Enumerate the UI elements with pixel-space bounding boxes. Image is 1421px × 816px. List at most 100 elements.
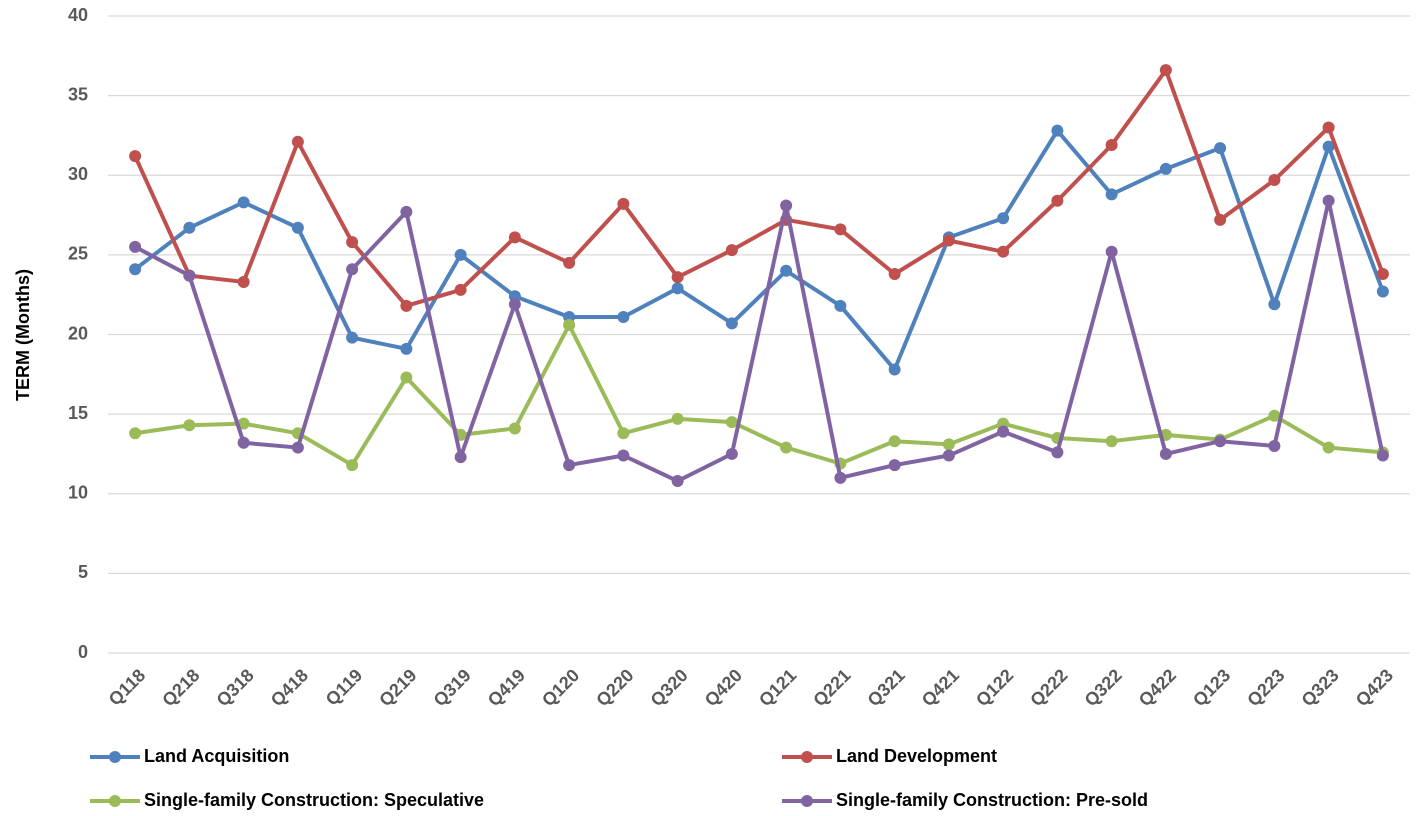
- data-point: [291, 221, 304, 234]
- x-tick-label: Q422: [1135, 665, 1180, 710]
- y-tick-label: 0: [78, 642, 88, 662]
- x-tick-label: Q321: [864, 665, 909, 710]
- series-line: [134, 198, 1385, 484]
- data-point: [1268, 439, 1281, 452]
- legend-marker: [109, 751, 121, 763]
- data-point: [563, 256, 576, 269]
- data-point: [1322, 194, 1335, 207]
- data-point: [725, 447, 738, 460]
- data-point: [888, 363, 901, 376]
- data-point: [129, 150, 142, 163]
- data-point: [1322, 441, 1335, 454]
- data-point: [237, 275, 250, 288]
- data-point: [997, 212, 1010, 225]
- data-point: [888, 459, 901, 472]
- data-point: [1268, 298, 1281, 311]
- data-point: [400, 205, 413, 218]
- data-point: [1159, 447, 1172, 460]
- data-point: [617, 197, 630, 210]
- data-point: [888, 435, 901, 448]
- data-point: [942, 438, 955, 451]
- data-point: [1159, 64, 1172, 77]
- data-point: [129, 427, 142, 440]
- data-point: [1376, 267, 1389, 280]
- x-tick-label: Q423: [1352, 665, 1397, 710]
- data-point: [617, 427, 630, 440]
- data-point: [780, 264, 793, 277]
- data-point: [346, 331, 359, 344]
- x-tick-label: Q120: [538, 665, 583, 710]
- data-point: [454, 451, 467, 464]
- data-point: [400, 299, 413, 312]
- x-tick-label: Q220: [592, 665, 637, 710]
- data-point: [1214, 142, 1227, 155]
- data-point: [563, 318, 576, 331]
- data-point: [780, 199, 793, 212]
- data-point: [183, 221, 196, 234]
- legend-text: Single-family Construction: Speculative: [144, 790, 484, 810]
- x-tick-label: Q419: [484, 665, 529, 710]
- data-point: [780, 441, 793, 454]
- data-point: [671, 282, 684, 295]
- data-point: [942, 234, 955, 247]
- data-point: [834, 299, 847, 312]
- data-point: [183, 269, 196, 282]
- data-point: [671, 412, 684, 425]
- x-tick-label: Q420: [701, 665, 746, 710]
- data-point: [237, 436, 250, 449]
- data-point: [454, 283, 467, 296]
- data-point: [942, 449, 955, 462]
- y-axis-title: TERM (Months): [13, 269, 33, 401]
- data-point: [997, 245, 1010, 258]
- y-tick-label: 30: [68, 164, 88, 184]
- y-tick-label: 5: [78, 562, 88, 582]
- x-tick-label: Q421: [918, 665, 963, 710]
- data-point: [346, 263, 359, 276]
- data-point: [671, 271, 684, 284]
- data-point: [725, 416, 738, 429]
- data-point: [237, 196, 250, 209]
- data-point: [129, 240, 142, 253]
- legend-text: Land Development: [836, 746, 997, 766]
- series-line: [133, 128, 1385, 372]
- x-tick-label: Q219: [375, 665, 420, 710]
- y-tick-label: 20: [68, 323, 88, 343]
- x-tick-label: Q122: [972, 665, 1017, 710]
- x-tick-label: Q123: [1189, 665, 1234, 710]
- data-point: [888, 267, 901, 280]
- x-tick-label: Q119: [322, 665, 367, 710]
- data-point: [1322, 121, 1335, 134]
- y-tick-label: 35: [68, 84, 88, 104]
- data-point: [1214, 213, 1227, 226]
- data-point: [1159, 162, 1172, 175]
- data-point: [1376, 285, 1389, 298]
- x-tick-label: Q223: [1243, 665, 1288, 710]
- legend-marker: [801, 795, 813, 807]
- y-tick-label: 40: [68, 5, 88, 25]
- data-point: [508, 298, 521, 311]
- data-point: [1214, 435, 1227, 448]
- data-point: [1376, 449, 1389, 462]
- data-point: [508, 422, 521, 435]
- x-tick-label: Q222: [1026, 665, 1071, 710]
- data-point: [1105, 245, 1118, 258]
- data-point: [1051, 124, 1064, 137]
- data-point: [725, 317, 738, 330]
- data-point: [346, 459, 359, 472]
- x-tick-label: Q121: [755, 665, 800, 710]
- data-point: [1105, 188, 1118, 201]
- data-point: [1268, 409, 1281, 422]
- data-point: [291, 135, 304, 148]
- data-point: [725, 244, 738, 257]
- data-point: [617, 449, 630, 462]
- y-tick-label: 15: [68, 403, 88, 423]
- x-tick-label: Q118: [105, 665, 150, 710]
- data-point: [1322, 140, 1335, 153]
- y-tick-label: 25: [68, 244, 88, 264]
- x-tick-label: Q221: [809, 665, 854, 710]
- data-point: [237, 417, 250, 430]
- data-point: [834, 471, 847, 484]
- legend-marker: [109, 795, 121, 807]
